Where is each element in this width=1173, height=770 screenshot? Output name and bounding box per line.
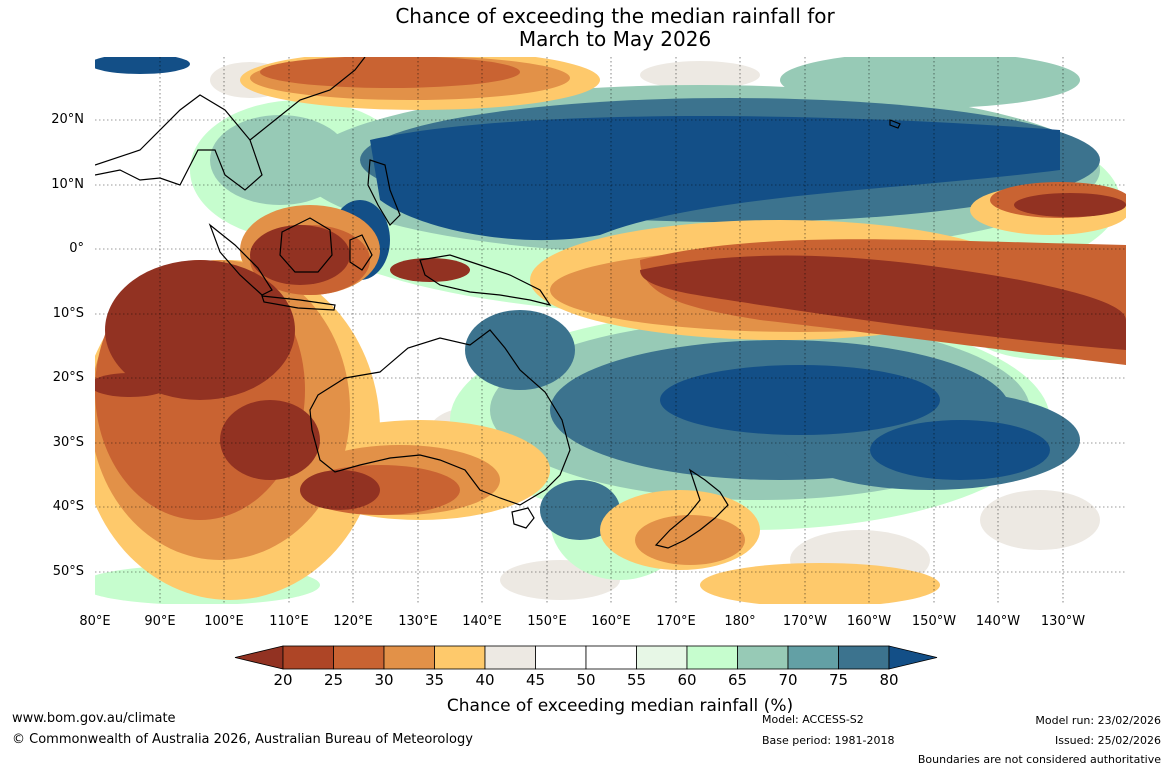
base-period: Base period: 1981-2018 — [762, 734, 895, 747]
lon-label-140w: 140°W — [975, 614, 1021, 629]
colorbar-swatch — [484, 645, 536, 670]
colorbar-swatch — [838, 645, 890, 670]
lon-label-150w: 150°W — [911, 614, 957, 629]
lat-label-20n: 20°N — [51, 112, 84, 127]
new-zealand-coastline — [654, 468, 729, 549]
colorbar-swatch — [585, 645, 637, 670]
colorbar-tick-label: 70 — [778, 671, 798, 689]
colorbar-swatch — [686, 645, 738, 670]
colorbar-extend-low — [234, 645, 284, 670]
colorbar-tick-label: 80 — [879, 671, 899, 689]
sulawesi-coastline — [349, 234, 373, 271]
colorbar-tick-label: 40 — [475, 671, 495, 689]
colorbar-tick-label: 20 — [273, 671, 293, 689]
map-title-line1: Chance of exceeding the median rainfall … — [395, 4, 835, 28]
colorbar-title: Chance of exceeding median rainfall (%) — [446, 696, 794, 716]
lon-label-150e: 150°E — [527, 614, 567, 629]
hawaii-coastline — [889, 119, 901, 129]
lon-label-170e: 170°E — [656, 614, 696, 629]
driest-areas — [95, 193, 1126, 510]
colorbar-tick-label: 50 — [576, 671, 596, 689]
boundaries-disclaimer: Boundaries are not considered authoritat… — [917, 753, 1161, 766]
colorbar-tick-label: 55 — [626, 671, 647, 689]
model-run-date: Model run: 23/02/2026 — [1035, 714, 1161, 727]
colorbar-swatch — [535, 645, 587, 670]
lon-label-110e: 110°E — [269, 614, 309, 629]
lon-label-100e: 100°E — [204, 614, 244, 629]
colorbar-swatch — [636, 645, 688, 670]
lon-label-90e: 90°E — [144, 614, 176, 629]
colorbar-extend-high — [888, 645, 938, 670]
lat-label-10n: 10°N — [51, 177, 84, 192]
model-name: Model: ACCESS-S2 — [762, 713, 864, 726]
colorbar-swatch — [737, 645, 789, 670]
lat-label-20s: 20°S — [52, 370, 84, 385]
coastlines — [95, 57, 901, 549]
lon-label-130w: 130°W — [1040, 614, 1086, 629]
china-coastline — [249, 57, 366, 141]
indochina-coastline — [95, 94, 263, 191]
colorbar-swatch — [333, 645, 385, 670]
australia-coastline — [309, 329, 571, 506]
bom-url[interactable]: www.bom.gov.au/climate — [12, 711, 176, 726]
tasmania-coastline — [511, 507, 535, 529]
issued-date: Issued: 25/02/2026 — [1054, 734, 1161, 747]
java-coastline — [261, 295, 336, 311]
colorbar-swatch — [282, 645, 334, 670]
colorbar-tick-label: 65 — [727, 671, 748, 689]
lon-label-120e: 120°E — [333, 614, 373, 629]
lon-label-130e: 130°E — [398, 614, 438, 629]
lat-label-10s: 10°S — [52, 306, 84, 321]
colorbar-tick-label: 60 — [677, 671, 697, 689]
colorbar-tick-label: 30 — [374, 671, 394, 689]
lon-label-140e: 140°E — [462, 614, 502, 629]
colorbar-tick-label: 35 — [424, 671, 445, 689]
lat-label-equator: 0° — [69, 241, 84, 256]
map-title-line2: March to May 2026 — [518, 27, 712, 51]
colorbar-swatch — [383, 645, 435, 670]
lon-label-180: 180° — [724, 614, 756, 629]
lon-label-160w: 160°W — [846, 614, 892, 629]
philippines-coastline — [367, 159, 401, 226]
new-guinea-coastline — [419, 254, 552, 306]
colorbar-swatch — [434, 645, 486, 670]
colorbar-tick-label: 45 — [525, 671, 546, 689]
colorbar-tick-label: 75 — [828, 671, 849, 689]
colorbar-swatch — [787, 645, 839, 670]
lat-label-40s: 40°S — [52, 499, 84, 514]
lon-label-80e: 80°E — [79, 614, 111, 629]
lon-label-170w: 170°W — [782, 614, 828, 629]
copyright-notice: © Commonwealth of Australia 2026, Austra… — [12, 732, 473, 747]
lat-label-50s: 50°S — [52, 564, 84, 579]
lon-label-160e: 160°E — [591, 614, 631, 629]
lat-label-30s: 30°S — [52, 435, 84, 450]
sumatra-coastline — [208, 223, 273, 296]
borneo-coastline — [279, 217, 333, 273]
colorbar-tick-label: 25 — [323, 671, 344, 689]
graticule — [95, 57, 1126, 604]
